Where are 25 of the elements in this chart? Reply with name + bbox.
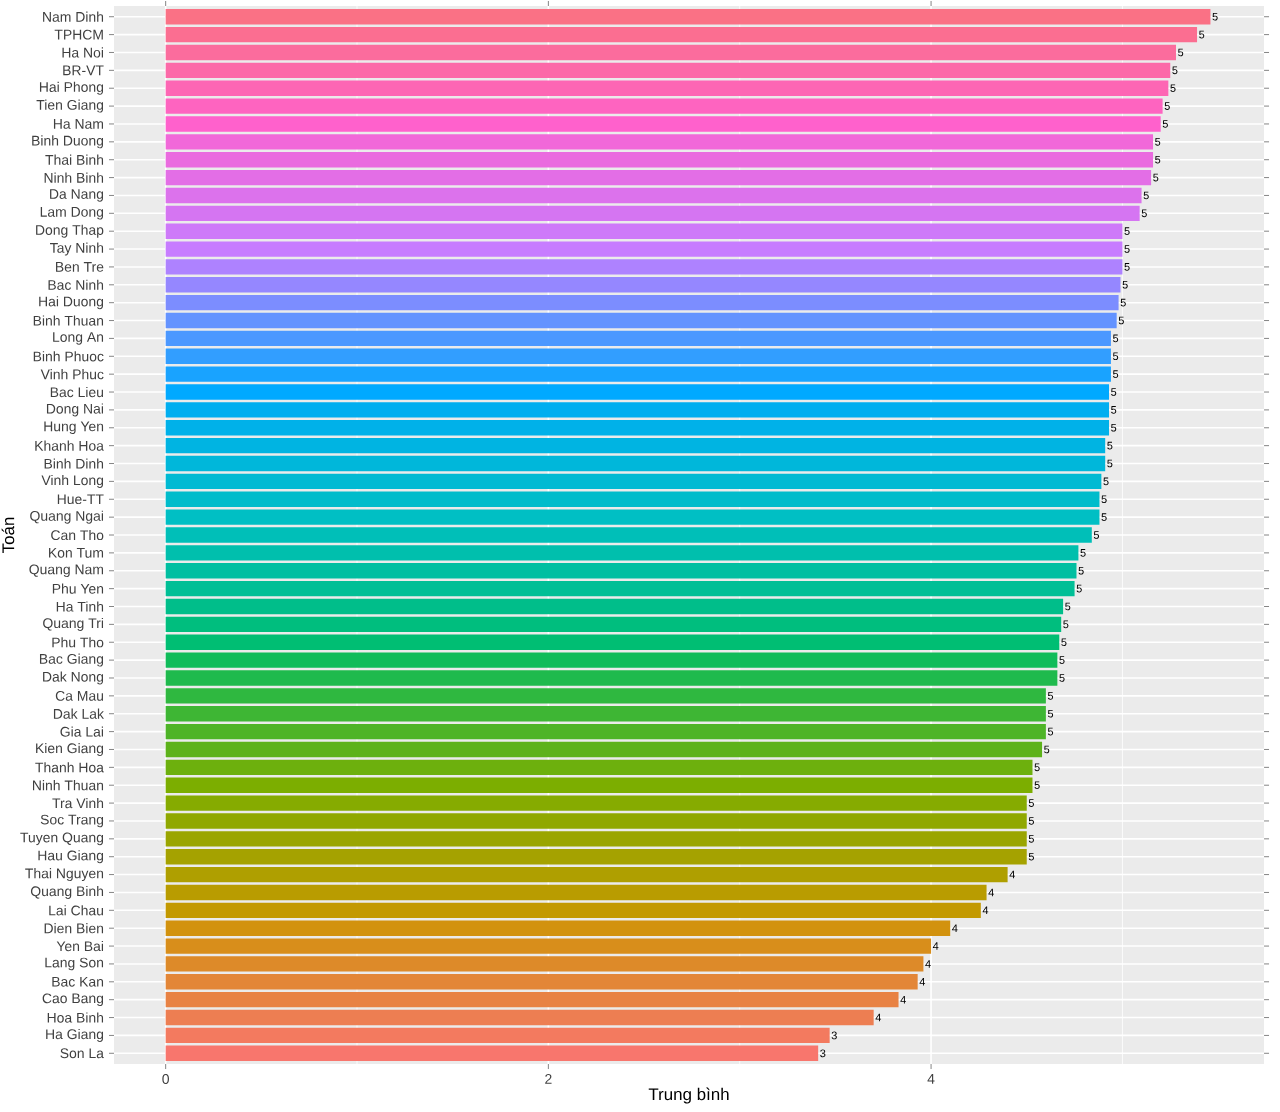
bar (165, 312, 1117, 329)
bar (165, 920, 951, 936)
y-axis-title: Toán (1, 517, 15, 553)
bar (165, 938, 932, 954)
bar (165, 991, 899, 1008)
bar (165, 688, 1046, 704)
bar (165, 974, 918, 990)
bar (165, 384, 1110, 400)
bar (165, 759, 1033, 776)
bar (165, 1045, 819, 1061)
bar (165, 348, 1111, 364)
bar (165, 366, 1111, 382)
bar (165, 670, 1058, 686)
bar (165, 956, 924, 972)
bar (165, 277, 1121, 293)
bar (165, 1027, 830, 1044)
bar (165, 652, 1058, 668)
bar (165, 741, 1043, 758)
x-axis-title: Trung bình (648, 1087, 729, 1104)
bar (165, 706, 1046, 722)
bar (165, 259, 1123, 275)
bar (165, 330, 1111, 347)
bar (165, 1009, 874, 1026)
bar (165, 294, 1119, 311)
bar (165, 723, 1046, 740)
